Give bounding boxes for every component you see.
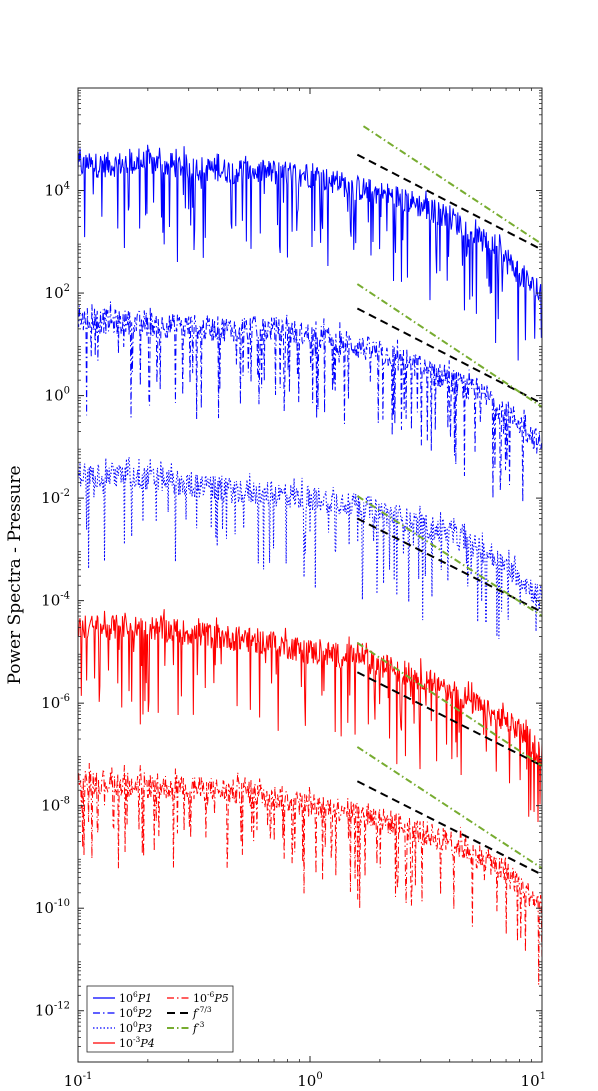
data-layer bbox=[78, 125, 542, 985]
y-axis-label: Power Spectra - Pressure bbox=[5, 465, 25, 684]
reference-line-1-segment-4 bbox=[356, 671, 542, 767]
y-tick-label: 10-12 bbox=[35, 1001, 70, 1020]
series-line-3 bbox=[78, 457, 542, 639]
y-tick-label: 104 bbox=[45, 181, 70, 200]
series-line-2 bbox=[78, 301, 542, 502]
reference-line-1-segment-5 bbox=[356, 780, 542, 876]
y-tick-label: 10-10 bbox=[35, 898, 70, 917]
legend-label: 10-3P4 bbox=[119, 1035, 155, 1050]
y-tick-label: 10-2 bbox=[41, 488, 70, 507]
x-tick-label: 101 bbox=[521, 1071, 546, 1090]
y-tick-label: 100 bbox=[45, 386, 70, 405]
legend-label: f-3 bbox=[192, 1020, 205, 1035]
reference-line-2-segment-4 bbox=[356, 642, 542, 767]
y-tick-label: 10-4 bbox=[41, 591, 70, 610]
series-line-1 bbox=[78, 144, 542, 361]
reference-line-2-segment-1 bbox=[362, 125, 542, 245]
legend-label: 10-6P5 bbox=[193, 990, 229, 1005]
y-tick-label: 10-6 bbox=[41, 693, 70, 712]
series-line-5 bbox=[78, 762, 542, 985]
reference-line-1-segment-3 bbox=[356, 517, 542, 613]
reference-line-2-segment-2 bbox=[356, 283, 542, 408]
reference-line-1-segment-2 bbox=[356, 307, 542, 405]
x-tick-label: 100 bbox=[297, 1071, 322, 1090]
reference-line-2-segment-5 bbox=[356, 746, 542, 870]
reference-line-1-segment-1 bbox=[356, 153, 542, 251]
legend-label: f-7/3 bbox=[192, 1005, 212, 1020]
y-tick-label: 10-8 bbox=[41, 796, 70, 815]
legend-label: 106P2 bbox=[119, 1005, 152, 1020]
legend-label: 100P3 bbox=[119, 1020, 152, 1035]
x-tick-label: 10-1 bbox=[64, 1071, 93, 1090]
legend-label: 106P1 bbox=[119, 990, 152, 1005]
legend-box bbox=[86, 985, 234, 1053]
y-tick-label: 102 bbox=[45, 283, 70, 302]
series-line-4 bbox=[78, 609, 542, 822]
